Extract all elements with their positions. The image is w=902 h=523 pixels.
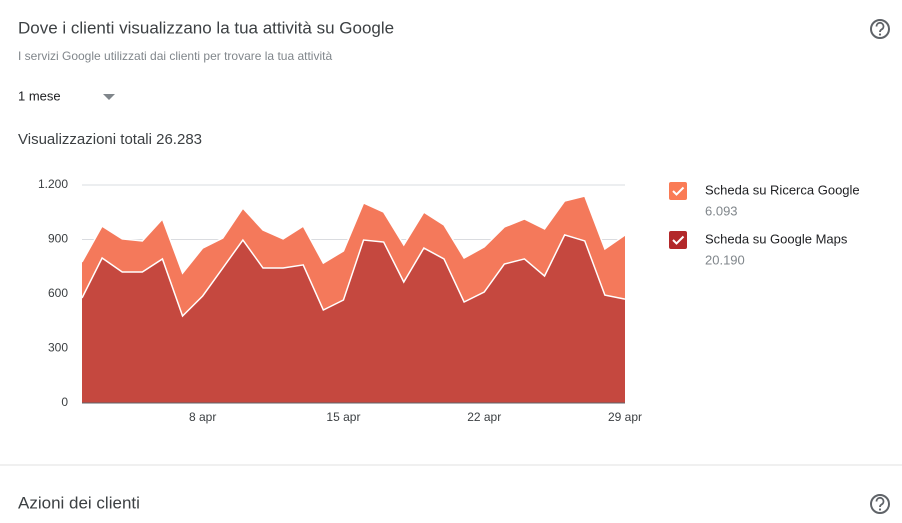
area-edge <box>81 195 626 275</box>
legend-checkbox[interactable] <box>669 231 687 249</box>
total-views: Visualizzazioni totali 26.283 <box>18 131 202 148</box>
y-tick-label: 900 <box>48 232 68 246</box>
y-tick-label: 300 <box>48 341 68 355</box>
legend-checkbox[interactable] <box>669 182 687 200</box>
help-icon[interactable] <box>870 19 890 39</box>
legend-entry[interactable]: Scheda su Google Maps 20.190 <box>669 231 848 267</box>
x-tick-label: 29 apr <box>608 410 642 424</box>
x-tick-label: 15 apr <box>326 410 360 424</box>
x-tick-label: 8 apr <box>189 410 216 424</box>
card-subtitle: I servizi Google utilizzati dai clienti … <box>18 49 332 63</box>
period-label[interactable]: 1 mese <box>18 88 61 103</box>
y-tick-label: 600 <box>48 286 68 300</box>
area <box>82 196 625 316</box>
dropdown-arrow[interactable] <box>103 94 115 100</box>
legend-label: Scheda su Ricerca Google <box>705 182 860 197</box>
help-icon[interactable] <box>870 494 890 514</box>
area <box>82 234 625 403</box>
legend-total: 20.190 <box>705 252 745 267</box>
legend-total: 6.093 <box>705 203 738 218</box>
area-edge <box>81 234 626 318</box>
checkmark <box>672 186 685 196</box>
card-title: Dove i clienti visualizzano la tua attiv… <box>18 18 394 37</box>
legend-label: Scheda su Google Maps <box>705 231 848 246</box>
y-tick-label: 0 <box>61 395 68 409</box>
chart: 0 300 600 900 1.200 8 apr 15 apr 22 apr 29 apr Sc… <box>38 177 860 424</box>
legend-entry[interactable]: Scheda su Ricerca Google 6.093 <box>669 182 860 218</box>
checkmark <box>672 235 685 245</box>
y-tick-label: 1.200 <box>38 177 68 191</box>
section-title: Azioni dei clienti <box>18 493 140 512</box>
x-tick-label: 22 apr <box>467 410 501 424</box>
period-dropdown[interactable]: 1 mese <box>18 88 115 103</box>
